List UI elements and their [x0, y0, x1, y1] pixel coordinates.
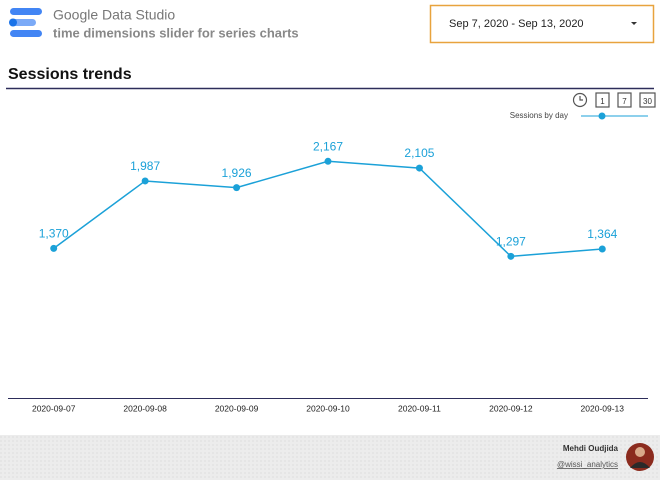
x-tick-label: 2020-09-09: [215, 403, 259, 413]
avatar: [626, 443, 654, 471]
data-label: 1,297: [496, 234, 526, 248]
granularity-label[interactable]: 7: [622, 97, 627, 106]
footer: [0, 435, 660, 480]
date-range[interactable]: Sep 7, 2020 - Sep 13, 2020: [449, 18, 584, 30]
data-label: 1,364: [587, 227, 617, 241]
data-point: [415, 164, 423, 172]
data-label: 1,370: [39, 227, 69, 241]
data-point: [50, 244, 58, 252]
granularity-controls[interactable]: [572, 92, 656, 108]
granularity-label[interactable]: 1: [600, 97, 605, 106]
x-tick-label: 2020-09-07: [32, 403, 76, 413]
x-tick-label: 2020-09-12: [489, 403, 533, 413]
data-point: [324, 157, 332, 165]
app-subtitle: time dimensions slider for series charts: [53, 25, 299, 40]
data-point: [141, 177, 149, 185]
legend-marker: [598, 112, 606, 120]
data-label: 1,987: [130, 159, 160, 173]
x-tick-label: 2020-09-11: [398, 403, 441, 413]
granularity-label[interactable]: 30: [643, 97, 652, 106]
clock-icon[interactable]: [572, 92, 588, 108]
date-picker-box[interactable]: [429, 4, 655, 44]
data-label: 1,926: [222, 166, 252, 180]
data-point: [598, 245, 606, 253]
data-label: 2,105: [404, 146, 434, 160]
app-title: Google Data Studio: [53, 7, 175, 23]
logo: [9, 8, 42, 37]
x-tick-label: 2020-09-08: [123, 403, 167, 413]
clock-hands[interactable]: [579, 96, 583, 101]
author: Mehdi Oudjida: [563, 444, 619, 453]
calendar-icon[interactable]: [595, 92, 610, 108]
calendar-icon[interactable]: [617, 92, 632, 108]
handle[interactable]: @wissi_analytics: [557, 460, 618, 469]
chart-title: Sessions trends: [8, 66, 132, 83]
x-tick-label: 2020-09-13: [581, 403, 625, 413]
x-tick-label: 2020-09-10: [306, 403, 350, 413]
data-label: 2,167: [313, 139, 343, 153]
data-point: [233, 184, 241, 192]
calendar-icon[interactable]: [639, 92, 656, 108]
dropdown-arrow[interactable]: [631, 22, 637, 25]
date-picker[interactable]: Sep 7, 2020 - Sep 13, 2020: [429, 4, 655, 44]
legend-label: Sessions by day: [510, 111, 568, 120]
data-point: [507, 252, 515, 260]
